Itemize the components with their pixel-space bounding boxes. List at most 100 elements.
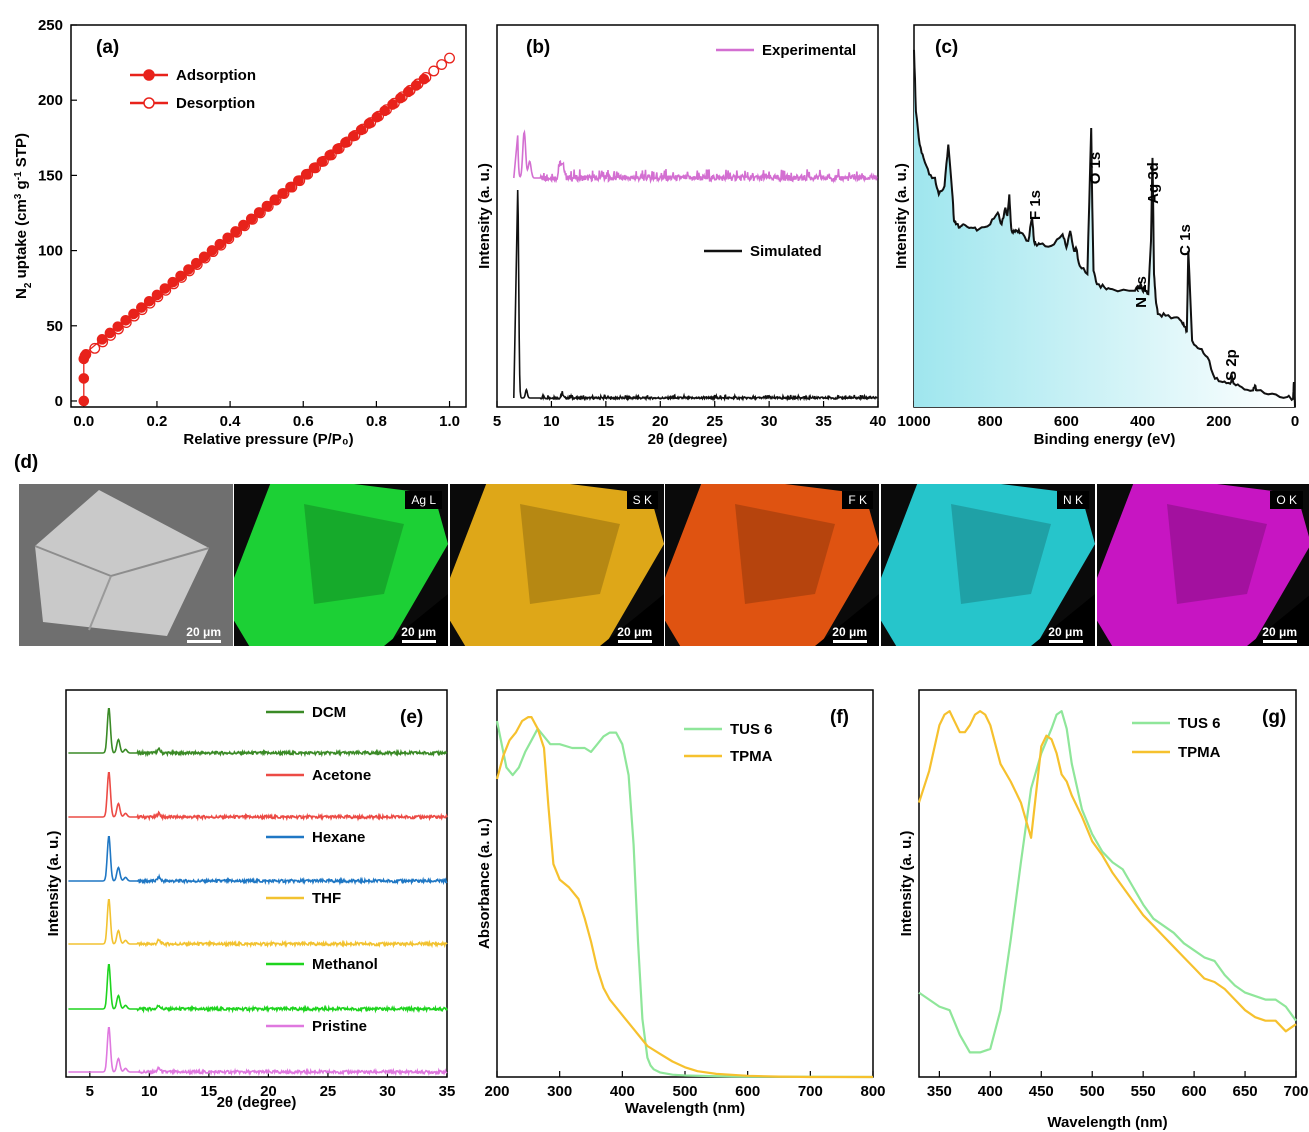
- adsorption-point: [308, 162, 320, 174]
- adsorption-point: [379, 105, 390, 117]
- adsorption-point: [387, 99, 398, 110]
- scale-bar: 20 μm: [1262, 625, 1297, 643]
- panel-a-ytick-label: 200: [38, 92, 63, 109]
- panel-a-ytick-label: 150: [38, 167, 63, 184]
- panel-e-thf-legend-text: THF: [312, 890, 341, 907]
- panel-f-ylabel: Absorbance (a. u.): [476, 818, 493, 949]
- panel-a-xtick-label: 0.8: [366, 413, 387, 430]
- panel-a-ytick-label: 250: [38, 17, 63, 34]
- adsorption-point: [355, 124, 367, 136]
- panel-c-ylabel: Intensity (a. u.): [893, 163, 910, 269]
- panel-a-ytick-label: 50: [46, 318, 63, 335]
- crystal-o: [1097, 484, 1309, 646]
- scale-bar-label: 20 μm: [1048, 625, 1083, 639]
- adsorption-point: [285, 181, 296, 193]
- adsorption-point: [175, 270, 186, 282]
- panel-a-label: (a): [96, 37, 119, 58]
- xps-peak-label: O 1s: [1087, 152, 1104, 185]
- panel-g-label: (g): [1262, 707, 1286, 728]
- panel-e-ylabel: Intensity (a. u.): [45, 831, 62, 937]
- panel-f-frame: [496, 689, 874, 1078]
- scale-bar: 20 μm: [1048, 625, 1083, 643]
- crystal-n: [881, 484, 1095, 646]
- xps-peak-label: Ag 3d: [1145, 162, 1162, 204]
- panel-d-label: (d): [14, 452, 39, 473]
- panel-f-xtick-label: 400: [610, 1083, 635, 1100]
- panel-a-desorption-legend-text: Desorption: [176, 95, 255, 112]
- panel-f-xtick-label: 600: [735, 1083, 760, 1100]
- edx-map-n: N K 20 μm: [881, 484, 1095, 646]
- scale-bar-line: [186, 640, 221, 643]
- edx-element-label: O K: [1270, 491, 1303, 509]
- panel-e-hexane-legend-text: Hexane: [312, 829, 365, 846]
- panel-b-xtick-label: 20: [652, 413, 669, 430]
- adsorption-point: [363, 118, 375, 129]
- crystal-f: [665, 484, 879, 646]
- panel-f-tpma-legend-text: TPMA: [730, 748, 773, 765]
- adsorption-point: [238, 219, 249, 231]
- adsorption-point: [112, 321, 124, 332]
- adsorption-point: [340, 137, 351, 148]
- edx-element-label: S K: [626, 491, 658, 509]
- panel-b-xtick-label: 5: [493, 413, 501, 430]
- adsorption-point: [261, 200, 273, 212]
- trace-hexane: [68, 836, 448, 886]
- scale-bar-label: 20 μm: [186, 625, 221, 639]
- panel-e-frame: [65, 689, 448, 1078]
- abs-tus6: [495, 720, 874, 1079]
- panel-b-xtick-label: 10: [543, 413, 560, 430]
- panel-g-xtick-label: 450: [1029, 1083, 1054, 1100]
- scale-bar: 20 μm: [401, 625, 436, 643]
- crystal-sem: [34, 490, 210, 636]
- xps-trace: [913, 49, 1296, 408]
- panel-e-xtick-label: 35: [439, 1083, 456, 1100]
- scale-bar-line: [1048, 640, 1083, 643]
- panel-a-xtick-label: 0.2: [147, 413, 168, 430]
- adsorption-point: [136, 302, 147, 313]
- panel-g-xtick-label: 550: [1131, 1083, 1156, 1100]
- panel-c-xtick-label: 200: [1206, 413, 1231, 430]
- panel-b-xlabel: 2θ (degree): [648, 431, 728, 448]
- em-tpma: [917, 710, 1297, 1033]
- adsorption-point: [104, 327, 116, 339]
- adsorption-point: [293, 175, 304, 186]
- scale-bar-label: 20 μm: [832, 625, 867, 639]
- trace-dcm: [68, 708, 448, 758]
- panel-f-xlabel: Wavelength (nm): [625, 1100, 745, 1117]
- adsorption-point: [120, 314, 131, 326]
- panel-g-xtick-label: 350: [927, 1083, 952, 1100]
- panel-e-xtick-label: 10: [141, 1083, 158, 1100]
- adsorption-point: [300, 169, 312, 180]
- scale-bar-line: [617, 640, 652, 643]
- panel-e-acetone-legend-text: Acetone: [312, 767, 371, 784]
- panel-a-ytick-label: 0: [55, 393, 63, 410]
- panel-g-ylabel: Intensity (a. u.): [898, 831, 915, 937]
- panel-g-tpma-legend-text: TPMA: [1178, 744, 1221, 761]
- experimental-trace: [513, 129, 878, 185]
- scale-bar-label: 20 μm: [401, 625, 436, 639]
- adsorption-point: [143, 295, 155, 307]
- scale-bar-line: [832, 640, 867, 643]
- adsorption-point: [316, 156, 328, 167]
- scale-bar: 20 μm: [832, 625, 867, 643]
- adsorption-point: [371, 111, 383, 123]
- crystal-ag: [234, 484, 448, 646]
- panel-f-tus6-legend-text: TUS 6: [730, 721, 773, 738]
- edx-element-label: F K: [842, 491, 873, 509]
- xps-peak-label: C 1s: [1177, 224, 1194, 256]
- adsorption-point: [402, 86, 414, 98]
- panel-c-xtick-label: 600: [1054, 413, 1079, 430]
- panel-g-frame: [918, 689, 1297, 1078]
- adsorption-point: [332, 143, 343, 155]
- panel-e-xtick-label: 25: [320, 1083, 337, 1100]
- panel-f-xtick-label: 800: [860, 1083, 885, 1100]
- panel-a-adsorption-legend-marker: [143, 69, 155, 81]
- panel-b-xtick-label: 35: [815, 413, 832, 430]
- adsorption-point: [269, 194, 281, 206]
- panel-g-xtick-label: 700: [1283, 1083, 1308, 1100]
- panel-e-xtick-label: 20: [260, 1083, 277, 1100]
- panel-a-adsorption-legend-text: Adsorption: [176, 67, 256, 84]
- adsorption-point: [277, 188, 288, 199]
- panel-e-xtick-label: 5: [86, 1083, 94, 1100]
